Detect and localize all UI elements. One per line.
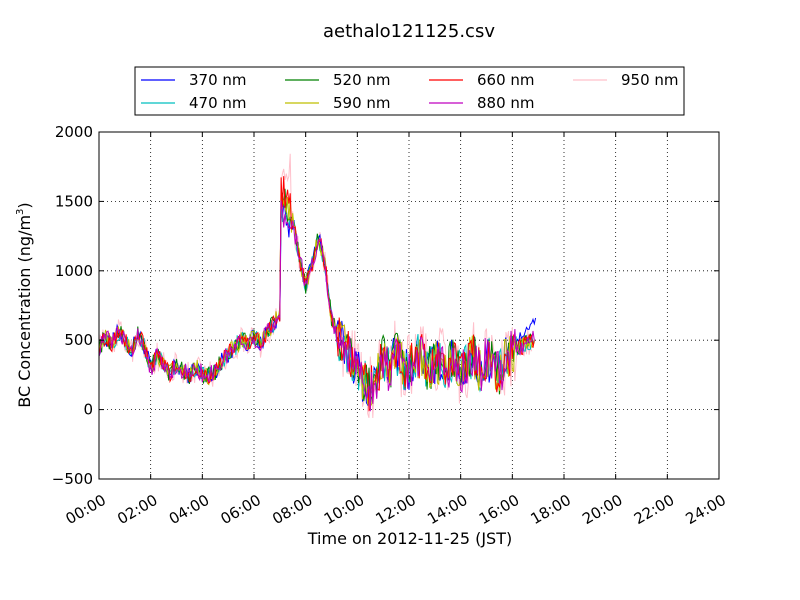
legend-label: 590 nm	[333, 94, 391, 112]
y-tick-label: 2000	[55, 123, 93, 141]
y-tick-label: 1500	[55, 192, 93, 210]
legend-label: 880 nm	[477, 94, 535, 112]
y-axis-label-end: )	[15, 202, 34, 208]
x-tick-label: 12:00	[373, 491, 419, 528]
y-tick-label: 0	[83, 401, 93, 419]
x-tick-label: 14:00	[424, 491, 470, 528]
x-tick-label: 16:00	[476, 491, 522, 528]
grid	[99, 132, 719, 479]
plot-area	[99, 132, 719, 479]
y-tick-label: 1000	[55, 262, 93, 280]
x-tick-label: 22:00	[631, 491, 677, 528]
y-axis-label: BC Concentration (ng/m3)	[15, 202, 34, 407]
series-line	[98, 194, 535, 408]
y-tick-label: 500	[64, 331, 93, 349]
series-layer	[98, 153, 537, 419]
series-line	[98, 200, 535, 412]
legend-label: 950 nm	[621, 71, 679, 89]
y-tick-label: −500	[52, 470, 93, 488]
legend-label: 520 nm	[333, 71, 391, 89]
legend: 370 nm 470 nm 520 nm 590 nm 660 nm 880 nm 950 …	[134, 66, 685, 116]
x-tick-label: 10:00	[321, 491, 367, 528]
x-tick-label: 04:00	[166, 491, 212, 528]
legend-frame	[134, 66, 685, 116]
x-tick-label: 18:00	[528, 491, 574, 528]
y-axis-label-main: BC Concentration (ng/m	[15, 215, 34, 408]
x-tick-label: 08:00	[269, 491, 315, 528]
legend-label: 660 nm	[477, 71, 535, 89]
x-tick-label: 06:00	[218, 491, 264, 528]
chart-title: aethalo121125.csv	[323, 21, 495, 42]
x-tick-label: 02:00	[114, 491, 160, 528]
legend-label: 470 nm	[189, 94, 247, 112]
x-tick-label: 24:00	[683, 491, 729, 528]
x-tick-label: 20:00	[579, 491, 625, 528]
x-axis-label: Time on 2012-11-25 (JST)	[307, 529, 512, 548]
legend-label: 370 nm	[189, 71, 247, 89]
y-axis-label-sup: 3	[15, 209, 26, 215]
x-tick-label: 00:00	[63, 491, 109, 528]
